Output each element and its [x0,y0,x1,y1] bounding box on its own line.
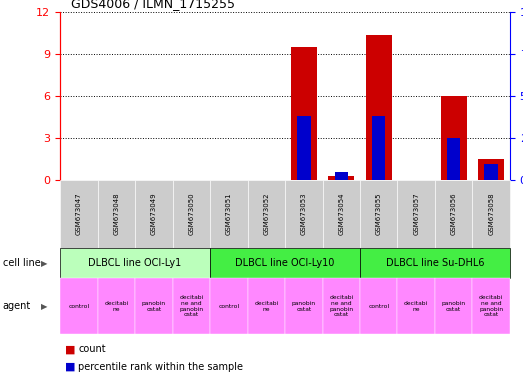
Text: GSM673052: GSM673052 [263,193,269,235]
Bar [297,116,311,180]
Text: cell line: cell line [3,258,40,268]
Text: GSM673048: GSM673048 [113,193,119,235]
Text: panobin
ostat: panobin ostat [142,301,166,312]
Text: decitabi
ne and
panobin
ostat: decitabi ne and panobin ostat [329,295,354,318]
Text: decitabi
ne: decitabi ne [404,301,428,312]
Text: control: control [69,304,89,309]
Bar [440,96,467,180]
Bar [328,175,355,180]
Text: control: control [368,304,389,309]
Bar [478,159,504,180]
Text: GSM673058: GSM673058 [488,193,494,235]
Text: GSM673056: GSM673056 [451,193,457,235]
Text: GSM673057: GSM673057 [413,193,419,235]
Text: panobin
ostat: panobin ostat [441,301,466,312]
Bar [366,35,392,180]
Text: GSM673049: GSM673049 [151,193,157,235]
Text: DLBCL line OCI-Ly10: DLBCL line OCI-Ly10 [235,258,335,268]
Text: count: count [78,344,106,354]
Text: GSM673047: GSM673047 [76,193,82,235]
Bar [335,172,348,180]
Text: control: control [218,304,240,309]
Text: decitabi
ne: decitabi ne [254,301,278,312]
Text: DLBCL line OCI-Ly1: DLBCL line OCI-Ly1 [88,258,181,268]
Text: ▶: ▶ [41,258,48,268]
Bar [372,116,385,180]
Text: DLBCL line Su-DHL6: DLBCL line Su-DHL6 [385,258,484,268]
Text: ▶: ▶ [41,302,48,311]
Text: GSM673051: GSM673051 [226,193,232,235]
Text: ■: ■ [65,344,76,354]
Bar [291,47,317,180]
Text: decitabi
ne and
panobin
ostat: decitabi ne and panobin ostat [479,295,503,318]
Text: ■: ■ [65,362,76,372]
Text: GDS4006 / ILMN_1715255: GDS4006 / ILMN_1715255 [71,0,235,10]
Text: percentile rank within the sample: percentile rank within the sample [78,362,243,372]
Text: GSM673050: GSM673050 [188,193,195,235]
Text: GSM673054: GSM673054 [338,193,344,235]
Bar [447,138,460,180]
Text: agent: agent [3,301,31,311]
Text: panobin
ostat: panobin ostat [292,301,316,312]
Text: decitabi
ne: decitabi ne [104,301,129,312]
Text: GSM673055: GSM673055 [376,193,382,235]
Text: decitabi
ne and
panobin
ostat: decitabi ne and panobin ostat [179,295,203,318]
Text: GSM673053: GSM673053 [301,193,307,235]
Bar [484,164,498,180]
